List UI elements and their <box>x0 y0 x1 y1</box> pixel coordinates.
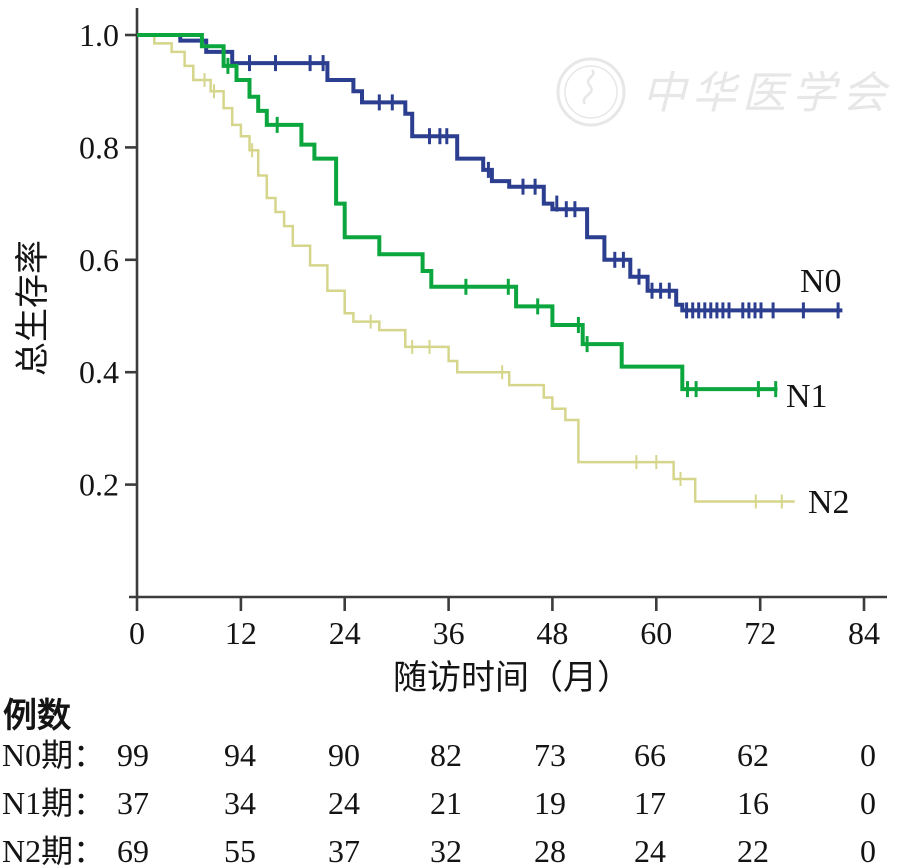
risk-count: 90 <box>328 737 360 773</box>
cma-watermark: 中华医学会 <box>556 57 892 127</box>
at-risk-table: 例数 N0期： 99 94 90 82 73 66 62 0 N1期： 37 34 24 21 19 17 16… <box>2 697 876 867</box>
risk-count: 24 <box>328 785 360 821</box>
risk-count: 17 <box>634 785 666 821</box>
n1-curve-label: N1 <box>786 378 828 415</box>
risk-count: 28 <box>534 833 566 867</box>
n0-censor-marks <box>248 55 840 319</box>
risk-count: 19 <box>534 785 566 821</box>
x-tick-label: 0 <box>129 615 145 651</box>
axis-lines <box>129 8 887 599</box>
risk-count: 94 <box>224 737 256 773</box>
n2-censor-marks <box>203 73 783 509</box>
risk-count: 66 <box>634 737 666 773</box>
x-tick-label: 72 <box>744 615 776 651</box>
risk-count: 0 <box>860 833 876 867</box>
x-tick-label: 48 <box>536 615 568 651</box>
risk-count: 0 <box>860 785 876 821</box>
risk-count: 22 <box>737 833 769 867</box>
risk-table-rows: N0期： 99 94 90 82 73 66 62 0 N1期： 37 34 24 21 19 17 16 0 N2… <box>2 737 876 867</box>
risk-row-label: N2期： <box>2 833 105 867</box>
risk-count: 99 <box>117 737 149 773</box>
x-tick-label: 60 <box>640 615 672 651</box>
y-tick-label: 0.4 <box>79 354 119 390</box>
x-tick-label: 24 <box>329 615 361 651</box>
n2-curve-label: N2 <box>808 484 850 521</box>
risk-count: 0 <box>860 737 876 773</box>
y-tick-label: 1.0 <box>79 17 119 53</box>
x-tick-label: 12 <box>225 615 257 651</box>
curves: N0 N2 N1 <box>137 33 850 521</box>
y-tick-label: 0.2 <box>79 467 119 503</box>
n2-curve <box>137 33 795 503</box>
risk-count: 55 <box>224 833 256 867</box>
axes: 1.0 0.8 0.6 0.4 0.2 0 12 24 36 48 60 72 84 <box>79 8 887 651</box>
y-tick-label: 0.8 <box>79 129 119 165</box>
risk-count: 32 <box>430 833 462 867</box>
risk-count: 73 <box>534 737 566 773</box>
risk-row-label: N0期： <box>2 737 105 773</box>
risk-count: 24 <box>634 833 666 867</box>
risk-count: 69 <box>117 833 149 867</box>
risk-count: 37 <box>328 833 360 867</box>
cma-emblem-icon <box>556 57 626 127</box>
x-tick-label: 36 <box>433 615 465 651</box>
y-axis-title: 总生存率 <box>14 240 52 376</box>
risk-count: 16 <box>737 785 769 821</box>
n1-censor-marks <box>226 57 778 398</box>
risk-count: 21 <box>430 785 462 821</box>
y-tick-label: 0.6 <box>79 242 119 278</box>
watermark-text: 中华医学会 <box>642 69 892 118</box>
risk-count: 62 <box>737 737 769 773</box>
n0-curve-label: N0 <box>800 263 842 300</box>
risk-table-title: 例数 <box>3 697 71 735</box>
risk-count: 37 <box>117 785 149 821</box>
risk-row-label: N1期： <box>2 785 105 821</box>
risk-count: 82 <box>430 737 462 773</box>
x-axis-title: 随访时间（月） <box>393 659 631 697</box>
x-tick-label: 84 <box>848 615 880 651</box>
risk-count: 34 <box>224 785 256 821</box>
